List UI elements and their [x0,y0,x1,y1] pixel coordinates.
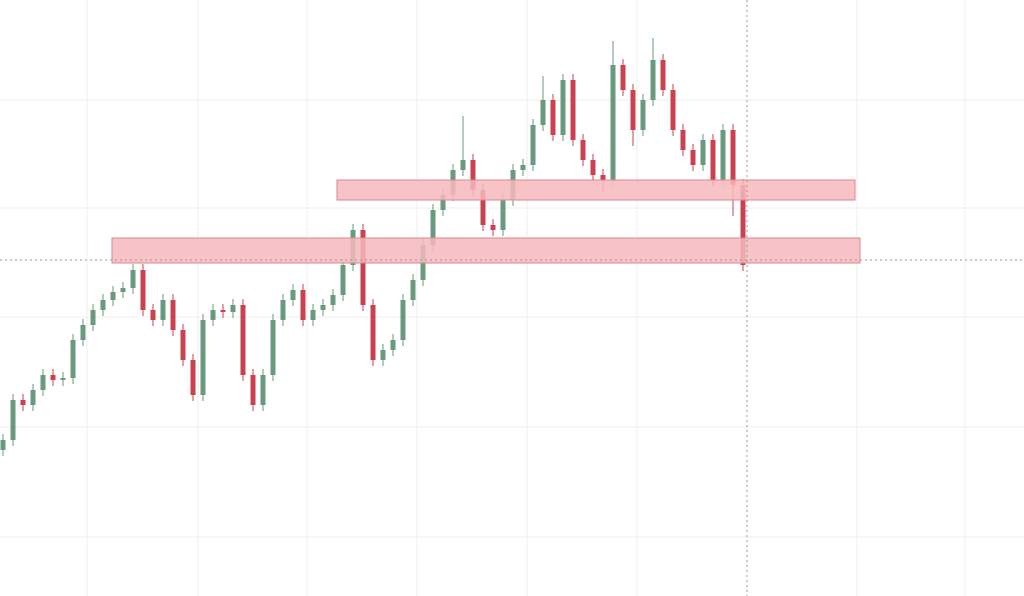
candle-body [720,130,726,180]
candle-body [490,225,496,230]
candle-body [10,400,16,440]
candle-body [320,305,326,310]
candle-body [440,195,446,210]
candle-body [380,350,386,360]
candle-body [390,340,396,350]
candle-body [500,200,506,230]
candle-body [190,360,196,395]
candle-body [550,100,556,135]
candle-body [130,270,136,288]
candle-body [740,185,746,265]
candle-body [430,210,436,245]
candle-body [560,80,566,135]
candle-body [600,175,606,180]
candle-body [460,160,466,170]
candle-body [260,375,266,405]
candle-body [140,270,146,310]
candle-body [670,90,676,130]
candle-body [80,325,86,340]
candle-body [270,320,276,375]
candle-body [640,100,646,130]
candle-body [0,440,6,450]
candle-body [290,290,296,300]
candle-body [110,292,116,300]
candle-body [590,160,596,175]
candle-body [700,140,706,165]
candle-body [400,300,406,340]
candle-body [60,378,66,380]
zone [111,237,861,264]
candle-body [280,300,286,320]
candle-body [520,165,526,170]
candle-body [660,60,666,90]
candle-body [30,390,36,405]
candle-body [540,100,546,125]
candle-body [90,310,96,325]
candle-body [580,140,586,160]
candle-body [70,340,76,378]
candle-body [630,90,636,130]
candle-body [340,265,346,295]
candle-body [210,310,216,320]
candle-body [330,295,336,305]
candle-body [730,130,736,185]
candle-body [250,375,256,405]
candle-body [150,310,156,320]
candle-body [470,160,476,190]
candle-body [230,305,236,312]
candle-body [620,65,626,90]
candle-body [200,320,206,395]
candle-body [370,305,376,360]
candle-body [180,330,186,360]
candle-body [160,300,166,320]
candle-body [220,310,226,312]
candle-body [240,305,246,375]
zone [336,179,856,201]
candle-body [360,230,366,305]
candle-body [480,190,486,225]
candle-body [120,288,126,292]
candle-body [40,375,46,390]
candle-body [300,290,306,320]
candle-body [20,400,26,405]
candle-body [410,280,416,300]
candle-body [570,80,576,140]
candle-body [310,310,316,320]
candle-body [530,125,536,165]
candle-body [100,300,106,310]
candle-body [170,300,176,330]
candle-body [710,140,716,180]
candle-body [610,65,616,180]
candle-body [650,60,656,100]
candle-body [680,130,686,150]
candle-body [690,150,696,165]
candle-body [50,375,56,380]
